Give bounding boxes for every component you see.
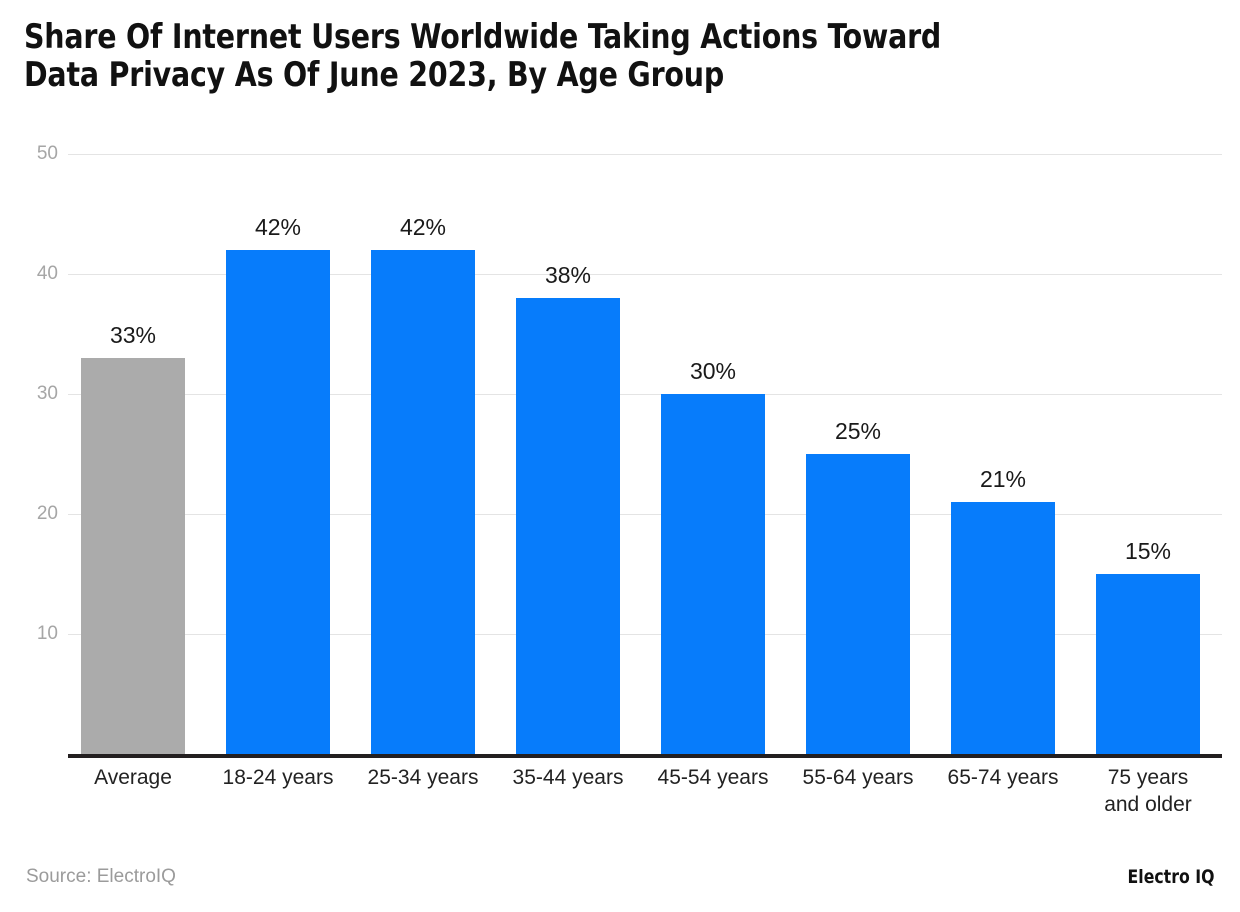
bar-value-label: 15%	[1124, 538, 1172, 564]
bar-value-label: 42%	[399, 214, 447, 240]
y-tick-label: 40	[36, 263, 58, 284]
gridline-40	[68, 274, 1222, 275]
bar[interactable]	[951, 502, 1055, 754]
y-tick-label: 50	[36, 143, 58, 164]
x-tick-label: 18-24 years	[222, 766, 334, 789]
footer: Source: ElectroIQ Electro IQ	[0, 856, 1240, 912]
plot-area: 10 20 30 40 50 33% 42% 42% 38% 30% 25% 21% 15% Aver…	[36, 143, 1222, 816]
bar[interactable]	[1096, 574, 1200, 754]
y-tick-label: 20	[36, 503, 58, 524]
source-label: Source: ElectroIQ	[26, 866, 176, 887]
bar[interactable]	[661, 394, 765, 754]
bar-value-label: 38%	[544, 262, 592, 288]
page-title: Share Of Internet Users Worldwide Taking…	[24, 17, 942, 95]
bar[interactable]	[81, 358, 185, 754]
gridline-30	[68, 394, 1222, 395]
x-axis-line	[68, 754, 1222, 758]
bar-value-label: 25%	[834, 418, 882, 444]
bar[interactable]	[371, 250, 475, 754]
x-tick-label: 35-44 years	[512, 766, 624, 789]
brand-logo-text: Electro IQ	[1127, 866, 1214, 888]
bar-value-label: 21%	[979, 466, 1027, 492]
x-tick-label: 75 years and older	[1104, 766, 1192, 816]
title-block: Share Of Internet Users Worldwide Taking…	[24, 18, 1214, 94]
bar[interactable]	[226, 250, 330, 754]
bar-series	[81, 250, 1200, 754]
x-tick-label: Average	[94, 766, 172, 789]
x-tick-label: 55-64 years	[802, 766, 914, 789]
x-tick-label: 45-54 years	[657, 766, 769, 789]
y-tick-label: 30	[36, 383, 58, 404]
bar-value-label: 30%	[689, 358, 737, 384]
bar-value-label: 33%	[109, 322, 157, 348]
bar[interactable]	[516, 298, 620, 754]
bar[interactable]	[806, 454, 910, 754]
gridline-50	[68, 154, 1222, 155]
x-tick-label: 25-34 years	[367, 766, 479, 789]
x-tick-label: 65-74 years	[947, 766, 1059, 789]
bar-value-label: 42%	[254, 214, 302, 240]
gridline-10	[68, 634, 1222, 635]
y-tick-label: 10	[36, 623, 58, 644]
gridline-20	[68, 514, 1222, 515]
